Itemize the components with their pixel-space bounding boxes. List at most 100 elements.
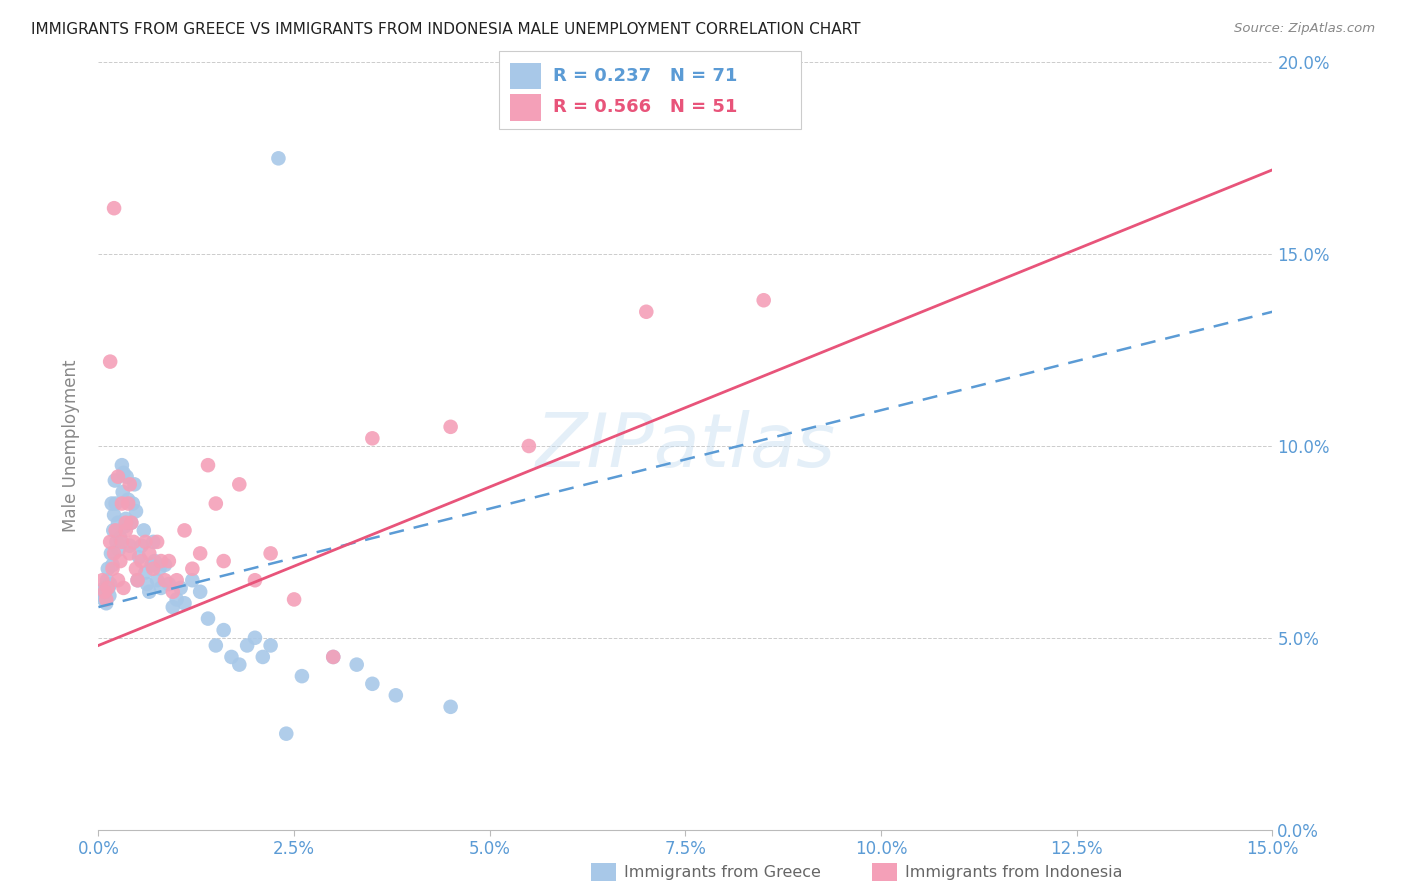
Point xyxy=(181,562,204,576)
Point xyxy=(120,516,142,530)
Point xyxy=(136,577,159,591)
Point xyxy=(110,554,132,568)
Text: Source: ZipAtlas.com: Source: ZipAtlas.com xyxy=(1234,22,1375,36)
Point xyxy=(212,554,235,568)
Point xyxy=(636,304,658,318)
Point xyxy=(118,546,141,560)
Point xyxy=(91,573,114,587)
Point xyxy=(205,496,228,510)
Point xyxy=(107,573,129,587)
Point xyxy=(107,516,129,530)
Point xyxy=(243,573,266,587)
Point xyxy=(97,581,120,595)
Point xyxy=(134,534,156,549)
Point xyxy=(283,592,305,607)
Point xyxy=(115,469,138,483)
Point xyxy=(124,477,146,491)
Point xyxy=(197,612,219,626)
Point xyxy=(188,584,211,599)
Point xyxy=(173,524,195,538)
Point xyxy=(101,562,124,576)
Point xyxy=(107,469,129,483)
Point xyxy=(110,531,132,545)
Point xyxy=(228,477,250,491)
Point xyxy=(212,623,235,637)
Point xyxy=(111,485,134,500)
Point xyxy=(104,496,127,510)
Point xyxy=(188,546,211,560)
Point xyxy=(132,524,155,538)
Point xyxy=(150,554,173,568)
Point xyxy=(117,496,139,510)
Point xyxy=(166,592,188,607)
Point xyxy=(104,524,127,538)
Point xyxy=(162,600,184,615)
Point xyxy=(153,558,176,572)
Point xyxy=(101,558,124,572)
Point xyxy=(111,534,134,549)
Point xyxy=(98,577,121,591)
Point xyxy=(752,293,775,308)
Point xyxy=(121,496,143,510)
Point xyxy=(439,699,461,714)
Y-axis label: Male Unemployment: Male Unemployment xyxy=(62,359,80,533)
Point xyxy=(131,554,153,568)
Point xyxy=(93,584,115,599)
Point xyxy=(96,596,118,610)
Point xyxy=(118,477,141,491)
Point xyxy=(97,562,120,576)
Point xyxy=(91,589,114,603)
Point xyxy=(259,639,281,653)
Point xyxy=(103,508,125,522)
Point xyxy=(205,639,228,653)
Point xyxy=(138,546,160,560)
Point xyxy=(221,649,243,664)
Point xyxy=(104,474,127,488)
Point xyxy=(243,631,266,645)
Text: R = 0.237   N = 71: R = 0.237 N = 71 xyxy=(553,67,737,85)
Point xyxy=(166,573,188,587)
Point xyxy=(122,534,145,549)
Point xyxy=(118,539,141,553)
Point xyxy=(157,554,180,568)
Point xyxy=(127,573,149,587)
Point xyxy=(146,534,169,549)
Point xyxy=(128,550,150,565)
Point xyxy=(439,419,461,434)
Point xyxy=(114,516,136,530)
Point xyxy=(98,354,121,368)
Point xyxy=(228,657,250,672)
Point xyxy=(197,458,219,473)
Point xyxy=(150,581,173,595)
Point xyxy=(291,669,314,683)
Point xyxy=(157,577,180,591)
Point xyxy=(361,677,384,691)
Point xyxy=(107,542,129,557)
Point xyxy=(322,649,344,664)
Point xyxy=(103,201,125,215)
Text: Immigrants from Greece: Immigrants from Greece xyxy=(624,865,821,880)
Point xyxy=(120,516,142,530)
Point xyxy=(131,539,153,553)
Point xyxy=(114,524,136,538)
Point xyxy=(112,519,135,533)
Point xyxy=(146,573,169,587)
Text: IMMIGRANTS FROM GREECE VS IMMIGRANTS FROM INDONESIA MALE UNEMPLOYMENT CORRELATIO: IMMIGRANTS FROM GREECE VS IMMIGRANTS FRO… xyxy=(31,22,860,37)
Point xyxy=(252,649,274,664)
Point xyxy=(162,584,184,599)
Point xyxy=(385,689,408,703)
Point xyxy=(148,562,170,576)
Point xyxy=(346,657,368,672)
Text: ZIPatlas: ZIPatlas xyxy=(536,410,835,482)
Point xyxy=(105,534,128,549)
Point xyxy=(141,558,163,572)
Point xyxy=(322,649,344,664)
Point xyxy=(127,573,149,587)
Point xyxy=(153,573,176,587)
Point xyxy=(98,534,121,549)
Point xyxy=(117,492,139,507)
Point xyxy=(138,584,160,599)
Point xyxy=(517,439,540,453)
Point xyxy=(100,496,122,510)
Point xyxy=(100,546,122,560)
